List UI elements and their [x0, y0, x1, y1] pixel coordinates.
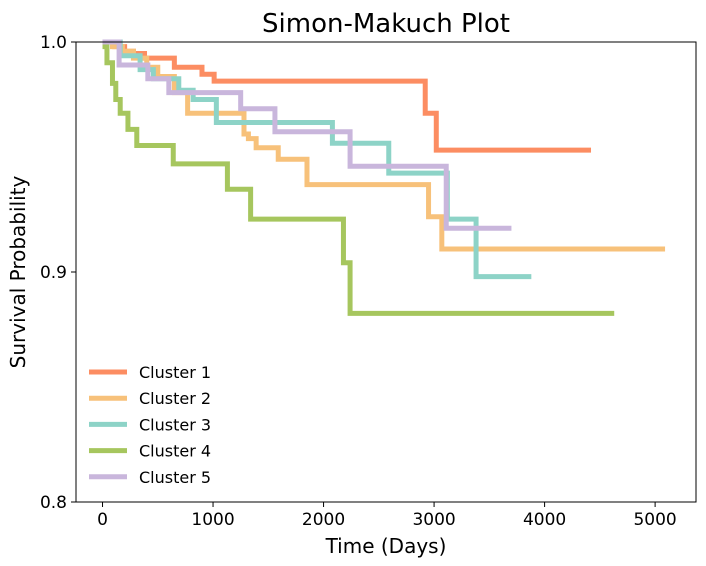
y-tick-label: 0.9	[40, 263, 67, 283]
x-axis-label: Time (Days)	[325, 534, 447, 558]
chart-title: Simon-Makuch Plot	[262, 9, 510, 39]
y-tick-label: 0.8	[40, 493, 67, 513]
x-axis-ticks: 0 1000 2000 3000 4000 5000	[97, 502, 677, 530]
legend-label-cluster-3: Cluster 3	[139, 415, 211, 434]
y-axis-ticks: 0.8 0.9 1.0	[40, 33, 76, 513]
x-tick-label: 5000	[633, 510, 676, 530]
y-tick-label: 1.0	[40, 33, 67, 53]
legend-label-cluster-2: Cluster 2	[139, 389, 211, 408]
series-line-cluster-5	[102, 39, 512, 231]
plot-lines	[102, 39, 666, 316]
x-tick-label: 0	[97, 510, 108, 530]
y-axis-label: Survival Probability	[6, 175, 30, 368]
x-tick-label: 2000	[302, 510, 345, 530]
x-tick-label: 4000	[523, 510, 566, 530]
x-tick-label: 1000	[191, 510, 234, 530]
series-line-cluster-4	[102, 44, 615, 316]
legend: Cluster 1 Cluster 2 Cluster 3 Cluster 4 Clus…	[89, 363, 211, 487]
legend-label-cluster-5: Cluster 5	[139, 468, 211, 487]
legend-label-cluster-4: Cluster 4	[139, 442, 211, 461]
x-tick-label: 3000	[412, 510, 455, 530]
legend-label-cluster-1: Cluster 1	[139, 363, 211, 382]
